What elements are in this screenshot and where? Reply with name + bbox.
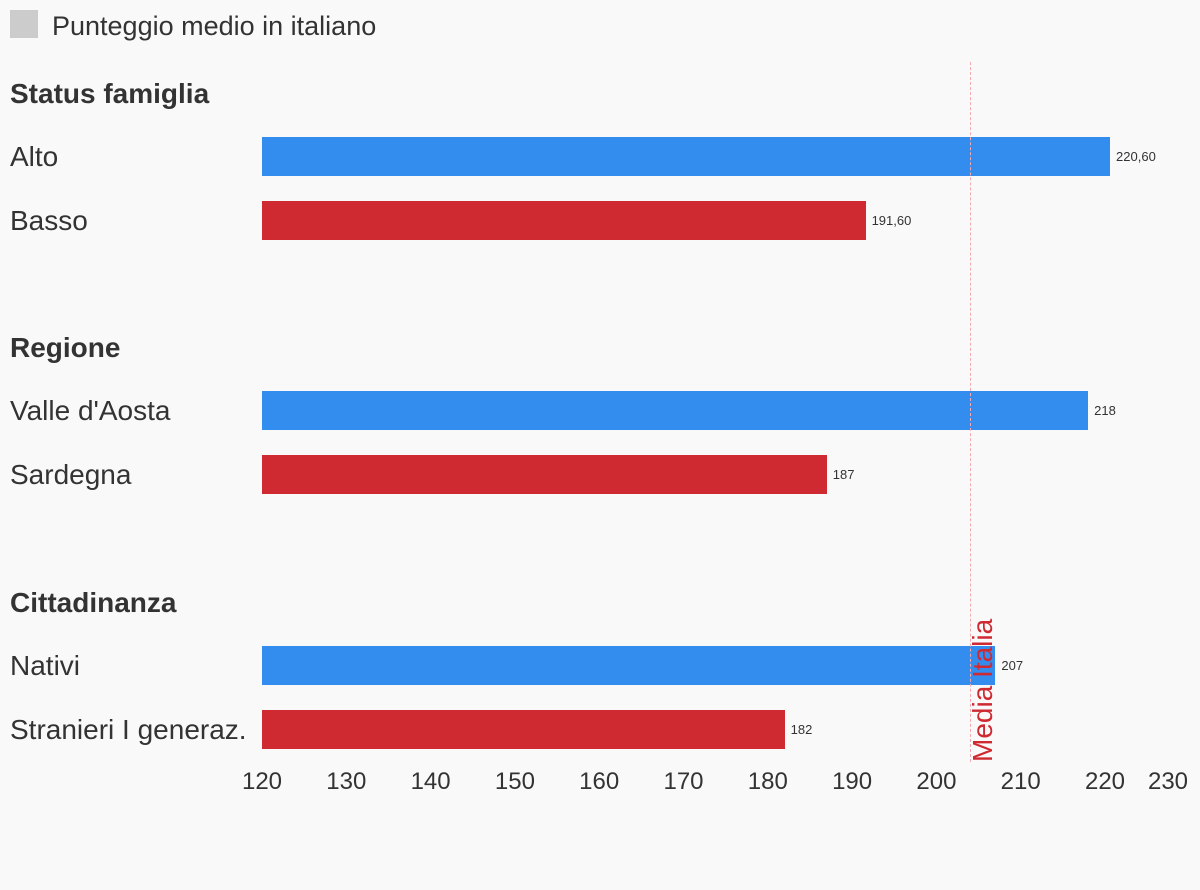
bar[interactable] xyxy=(262,391,1089,430)
category-label: Nativi xyxy=(10,650,81,681)
x-tick-label: 230 xyxy=(1147,768,1189,795)
category-label: Alto xyxy=(10,141,59,172)
x-tick-label: 200 xyxy=(916,768,957,795)
data-label: 182 xyxy=(790,722,813,737)
data-label: 191,60 xyxy=(871,213,912,228)
bar[interactable] xyxy=(262,137,1111,176)
x-tick-label: 180 xyxy=(747,768,788,795)
legend: Punteggio medio in italiano xyxy=(10,8,376,44)
x-tick-label: 210 xyxy=(1000,768,1041,795)
x-tick-label: 190 xyxy=(832,768,873,795)
x-tick-label: 120 xyxy=(241,768,283,795)
reference-line xyxy=(970,62,972,762)
legend-label: Punteggio medio in italiano xyxy=(52,10,377,41)
category-label: Stranieri I generaz. xyxy=(10,714,247,745)
category-label: Basso xyxy=(10,205,88,236)
category-label: Sardegna xyxy=(10,459,132,490)
bar[interactable] xyxy=(262,455,827,494)
legend-swatch xyxy=(10,10,38,38)
group-title: Status famiglia xyxy=(10,78,210,109)
reference-line-label: Media Italia xyxy=(967,618,999,762)
data-label: 207 xyxy=(1001,658,1024,673)
bar[interactable] xyxy=(262,646,996,685)
x-tick-label: 170 xyxy=(663,768,704,795)
data-label: 187 xyxy=(832,467,855,482)
group-title: Cittadinanza xyxy=(10,587,177,618)
x-tick-label: 150 xyxy=(494,768,535,795)
x-tick-label: 220 xyxy=(1084,768,1126,795)
x-tick-label: 140 xyxy=(410,768,451,795)
bar[interactable] xyxy=(262,201,866,240)
group-title: Regione xyxy=(10,332,121,363)
data-label: 220,60 xyxy=(1116,149,1156,164)
x-tick-label: 130 xyxy=(326,768,367,795)
data-label: 218 xyxy=(1094,403,1116,418)
category-label: Valle d'Aosta xyxy=(10,395,171,426)
x-tick-label: 160 xyxy=(579,768,620,795)
bar[interactable] xyxy=(262,710,785,749)
